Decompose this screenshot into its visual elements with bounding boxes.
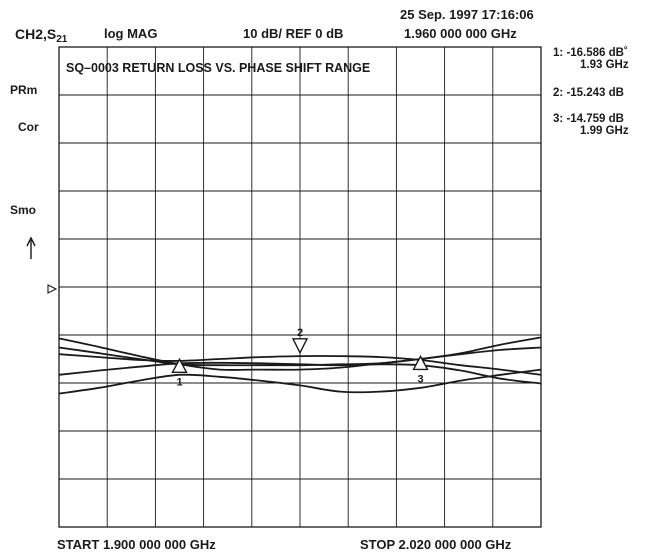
marker-readout-2: 2: -15.243 dB bbox=[553, 87, 624, 100]
marker-3-number: 3 bbox=[417, 373, 423, 385]
marker-readout-3-value: -14.759 dB bbox=[566, 113, 624, 125]
grid bbox=[58, 46, 542, 528]
format-label: log MAG bbox=[104, 26, 158, 41]
smo-annotation: Smo bbox=[10, 203, 37, 217]
marker-1-triangle bbox=[171, 357, 188, 373]
markers: 1 2 3 bbox=[171, 327, 429, 388]
trace-3 bbox=[58, 353, 542, 376]
center-frequency: 1.960 000 000 GHz bbox=[404, 26, 517, 41]
marker-2-number: 2 bbox=[297, 327, 303, 339]
chart-title: SQ–0003 RETURN LOSS VS. PHASE SHIFT RANG… bbox=[66, 61, 371, 75]
marker-readout-1-freq: 1.93 GHz bbox=[580, 59, 629, 71]
marker-3-triangle bbox=[412, 354, 429, 371]
marker-readout-1-value: -16.586 dB˚ bbox=[566, 47, 628, 59]
trace-1 bbox=[58, 336, 542, 371]
channel-subscript: 21 bbox=[56, 34, 68, 45]
scale-ref-label: 10 dB/ REF 0 dB bbox=[243, 26, 344, 41]
cor-annotation: Cor bbox=[18, 120, 39, 134]
trace-5 bbox=[58, 361, 542, 385]
marker-readout-1-label: 1: bbox=[553, 47, 564, 59]
marker-readout-3: 3: -14.759 dB bbox=[553, 113, 624, 126]
marker-readout-3-label: 3: bbox=[553, 113, 564, 125]
trace-4 bbox=[58, 368, 542, 395]
start-frequency: START 1.900 000 000 GHz bbox=[57, 537, 216, 552]
channel-label: CH2,S21 bbox=[15, 27, 67, 45]
marker-2-triangle bbox=[291, 338, 309, 355]
date-time: 25 Sep. 1997 17:16:06 bbox=[400, 7, 534, 22]
marker-readout-1: 1: -16.586 dB˚ bbox=[553, 47, 628, 60]
smoothing-arrow-icon bbox=[26, 236, 36, 259]
reference-position-icon bbox=[47, 284, 57, 294]
marker-readout-2-label: 2: bbox=[553, 87, 564, 99]
marker-readout-3-freq: 1.99 GHz bbox=[580, 125, 629, 137]
stop-frequency: STOP 2.020 000 000 GHz bbox=[360, 537, 512, 552]
channel-text: CH2,S bbox=[15, 26, 57, 42]
marker-readout-2-value: -15.243 dB bbox=[566, 87, 624, 99]
prm-annotation: PRm bbox=[10, 83, 38, 97]
marker-1-number: 1 bbox=[176, 376, 182, 388]
traces bbox=[58, 336, 542, 395]
